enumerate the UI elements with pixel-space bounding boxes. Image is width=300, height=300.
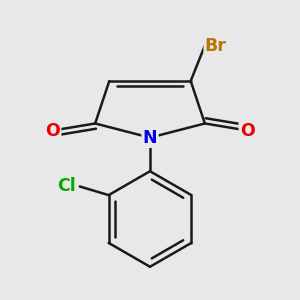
Text: O: O [240, 122, 255, 140]
Text: N: N [143, 129, 157, 147]
Text: Br: Br [205, 37, 227, 55]
Text: O: O [45, 122, 60, 140]
Text: Cl: Cl [58, 178, 76, 196]
